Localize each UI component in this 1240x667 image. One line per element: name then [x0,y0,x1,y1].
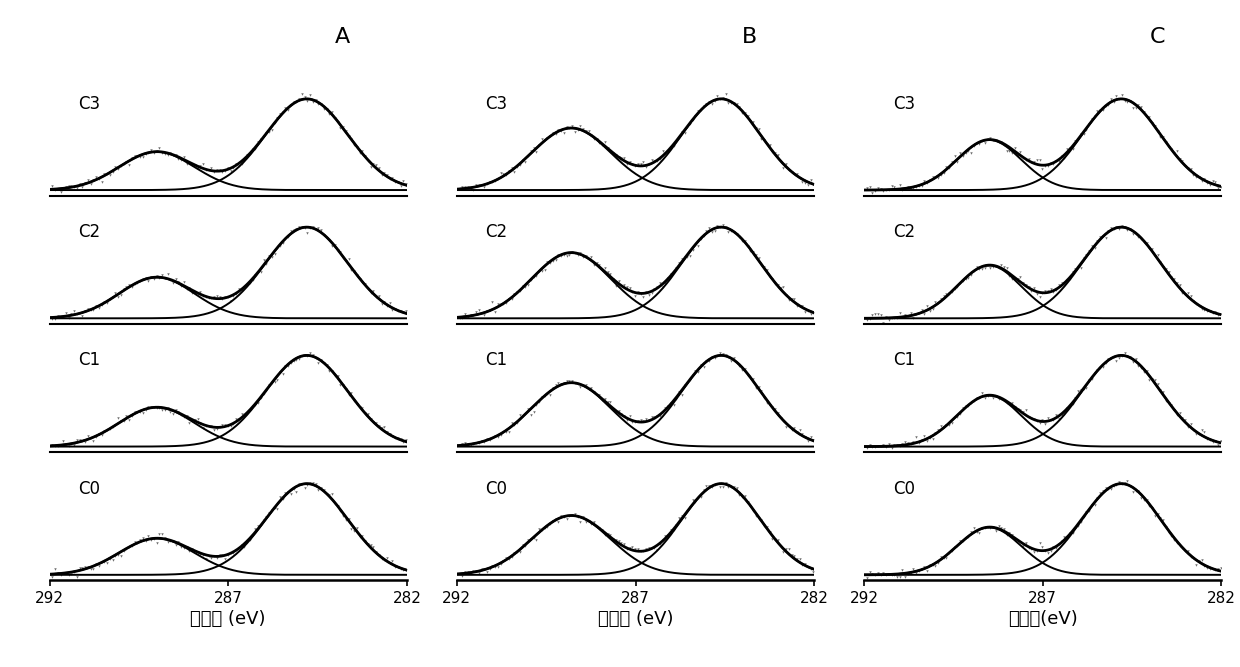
X-axis label: 结合能 (eV): 结合能 (eV) [598,610,673,628]
Text: C1: C1 [893,352,915,370]
Text: C1: C1 [78,352,100,370]
Text: C3: C3 [78,95,100,113]
Text: C1: C1 [485,352,507,370]
Text: C0: C0 [485,480,507,498]
Text: C3: C3 [485,95,507,113]
Text: C0: C0 [893,480,915,498]
Text: C2: C2 [78,223,100,241]
Text: C2: C2 [893,223,915,241]
X-axis label: 结合能 (eV): 结合能 (eV) [191,610,265,628]
Text: C3: C3 [893,95,915,113]
Text: B: B [743,27,758,47]
Text: C: C [1149,27,1164,47]
X-axis label: 结合能(eV): 结合能(eV) [1008,610,1078,628]
Text: C0: C0 [78,480,100,498]
Text: A: A [335,27,350,47]
Text: C2: C2 [485,223,507,241]
